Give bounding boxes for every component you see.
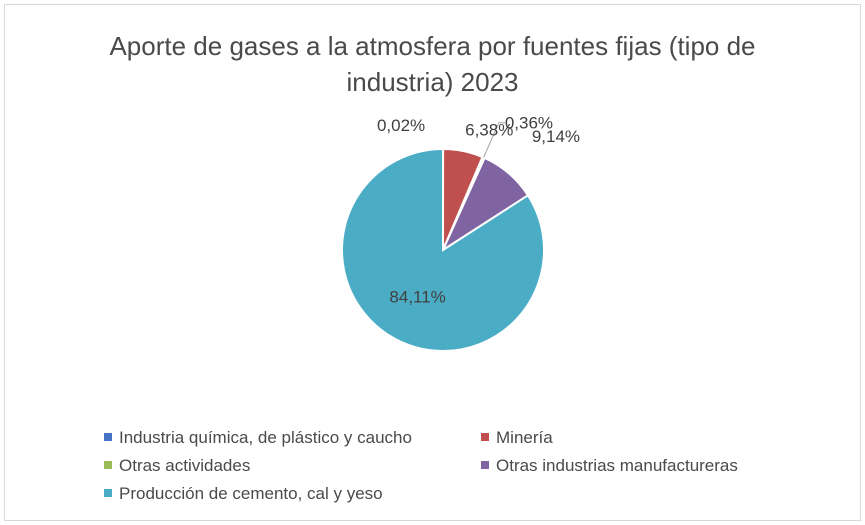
- legend-label: Industria química, de plástico y caucho: [119, 428, 412, 447]
- legend-swatch: [104, 488, 112, 497]
- chart-title-line2: industria) 2023: [346, 67, 519, 97]
- chart-title: Aporte de gases a la atmosfera por fuent…: [0, 28, 865, 100]
- legend-label: Otras industrias manufactureras: [496, 456, 738, 475]
- data-label-mineria: 6,38%: [465, 120, 513, 139]
- legend-item-mineria: Minería: [481, 428, 553, 448]
- legend-swatch: [481, 460, 489, 469]
- legend-swatch: [104, 432, 112, 441]
- data-label-industria-quimica: 0,02%: [377, 116, 425, 135]
- legend-item-industria-quimica: Industria química, de plástico y caucho: [104, 428, 412, 448]
- data-label-produccion-cemento: 84,11%: [389, 288, 445, 307]
- legend-item-otras-industrias: Otras industrias manufactureras: [481, 456, 738, 476]
- chart-title-line1: Aporte de gases a la atmosfera por fuent…: [109, 31, 756, 61]
- legend-item-produccion-cemento: Producción de cemento, cal y yeso: [104, 484, 383, 504]
- legend-label: Minería: [496, 428, 553, 447]
- legend-label: Producción de cemento, cal y yeso: [119, 484, 383, 503]
- legend-swatch: [481, 432, 489, 441]
- leader-line-otras-actividades: [483, 122, 505, 158]
- legend-item-otras-actividades: Otras actividades: [104, 456, 250, 476]
- data-label-otras-actividades: 0,36%: [505, 114, 553, 133]
- legend-label: Otras actividades: [119, 456, 251, 475]
- data-label-otras-industrias: 9,14%: [532, 127, 580, 146]
- pie-slice-produccion-cemento: [341, 147, 545, 352]
- legend-swatch: [104, 460, 112, 469]
